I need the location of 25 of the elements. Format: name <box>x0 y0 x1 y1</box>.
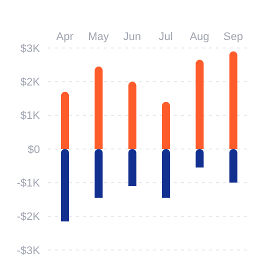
bar <box>162 149 170 198</box>
y-tick-label: -$2K <box>16 211 41 224</box>
bar <box>61 149 69 222</box>
bar <box>94 149 103 198</box>
bar <box>61 92 69 149</box>
y-tick-label: -$1K <box>16 178 41 190</box>
y-tick-label: $3K <box>20 42 41 55</box>
x-tick-label: Jul <box>158 31 173 43</box>
x-tick-label: Aug <box>190 31 210 43</box>
bar <box>128 149 136 186</box>
y-tick-label: $2K <box>20 76 41 89</box>
bar <box>229 149 238 183</box>
bar <box>94 66 103 149</box>
bar <box>229 51 238 149</box>
x-tick-label: Sep <box>223 31 243 43</box>
x-tick-label: May <box>88 31 110 43</box>
bar <box>128 82 136 149</box>
x-tick-label: Jun <box>123 31 142 43</box>
y-tick-label: $0 <box>28 144 40 156</box>
bar <box>162 102 170 149</box>
y-tick-label: -$3K <box>16 244 41 257</box>
y-tick-label: $1K <box>20 110 41 122</box>
bar <box>196 60 204 149</box>
bar <box>196 149 204 168</box>
x-tick-label: Apr <box>56 31 74 43</box>
